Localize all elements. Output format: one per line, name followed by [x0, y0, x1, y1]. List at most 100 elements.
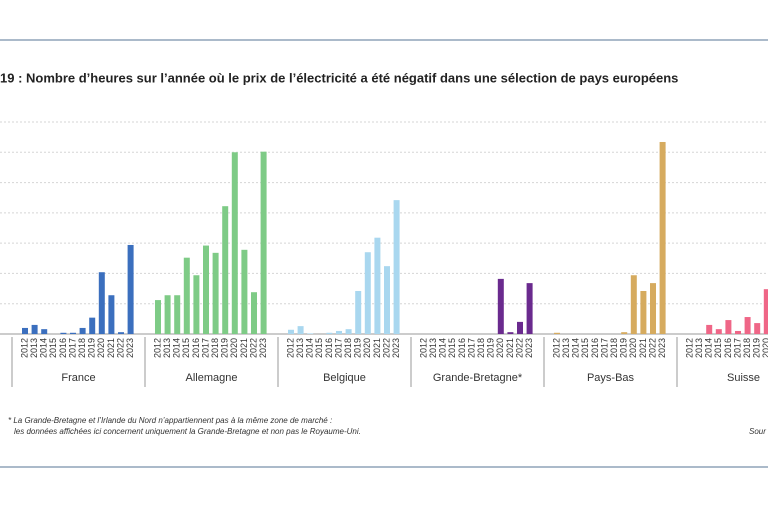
bar [183, 257, 190, 334]
bar [554, 332, 560, 334]
x-tick-label: 2023 [258, 338, 268, 358]
group-label: Allemagne [186, 372, 238, 384]
x-tick-label: 2019 [87, 338, 97, 358]
x-tick-label: 2023 [524, 338, 534, 358]
bar [174, 295, 181, 334]
bar [288, 329, 294, 334]
x-tick-label: 2019 [752, 338, 762, 358]
bar [650, 283, 656, 334]
x-tick-label: 2014 [172, 338, 182, 358]
x-tick-label: 2022 [647, 338, 657, 358]
bar [517, 321, 523, 334]
bar [127, 244, 134, 334]
x-tick-label: 2019 [619, 338, 629, 358]
x-tick-label: 2017 [67, 338, 77, 358]
bar [715, 329, 722, 334]
x-tick-label: 2023 [657, 338, 667, 358]
x-tick-label: 2019 [353, 338, 363, 358]
bar [364, 252, 371, 334]
bar [260, 151, 267, 334]
x-tick-label: 2018 [476, 338, 486, 358]
x-tick-label: 2013 [694, 338, 704, 358]
x-tick-label: 2019 [220, 338, 230, 358]
bar [22, 327, 28, 334]
x-tick-label: 2021 [239, 338, 249, 358]
group-label: France [61, 372, 95, 384]
x-tick-label: 2012 [152, 338, 162, 358]
bar [222, 206, 229, 334]
x-tick-label: 2013 [428, 338, 438, 358]
bar [60, 332, 67, 334]
x-tick-label: 2019 [486, 338, 496, 358]
bar [89, 317, 96, 334]
x-tick-label: 2013 [29, 338, 39, 358]
bar [79, 327, 86, 334]
bar [507, 332, 514, 334]
bar [744, 317, 751, 334]
x-tick-label: 2020 [229, 338, 239, 358]
bar [118, 332, 124, 334]
x-tick-label: 2022 [115, 338, 125, 358]
x-tick-label: 2014 [39, 338, 49, 358]
x-tick-label: 2022 [514, 338, 524, 358]
bar [241, 249, 248, 334]
footnote: les données affichées ici concernent uni… [14, 427, 361, 436]
x-tick-label: 2014 [305, 338, 315, 358]
x-tick-label: 2015 [48, 338, 58, 358]
x-tick-label: 2012 [551, 338, 561, 358]
x-tick-label: 2015 [314, 338, 324, 358]
x-tick-label: 2017 [200, 338, 210, 358]
x-tick-label: 2016 [324, 338, 334, 358]
x-tick-label: 2018 [77, 338, 87, 358]
x-tick-label: 2013 [295, 338, 305, 358]
x-tick-label: 2013 [162, 338, 172, 358]
x-tick-label: 2015 [181, 338, 191, 358]
x-tick-label: 2014 [571, 338, 581, 358]
bar [659, 141, 666, 334]
x-tick-label: 2021 [505, 338, 515, 358]
chart-title: 19 : Nombre d’heures sur l’année où le p… [0, 70, 678, 85]
bar [31, 324, 38, 334]
bar [108, 295, 115, 334]
bar [70, 332, 76, 334]
x-tick-label: 2012 [684, 338, 694, 358]
x-tick-label: 2018 [742, 338, 752, 358]
x-tick-label: 2013 [561, 338, 571, 358]
bar [251, 292, 257, 334]
bar [526, 283, 533, 334]
x-tick-label: 2016 [58, 338, 68, 358]
x-tick-label: 2016 [590, 338, 600, 358]
x-tick-label: 2022 [248, 338, 258, 358]
x-tick-label: 2012 [418, 338, 428, 358]
x-tick-label: 2016 [191, 338, 201, 358]
x-tick-label: 2023 [125, 338, 135, 358]
x-tick-label: 2020 [362, 338, 372, 358]
x-tick-label: 2020 [495, 338, 505, 358]
x-tick-label: 2016 [723, 338, 733, 358]
x-tick-label: 2018 [343, 338, 353, 358]
x-tick-label: 2015 [713, 338, 723, 358]
group-label: Pays-Bas [587, 372, 635, 384]
bar [754, 323, 761, 334]
bar [212, 252, 219, 334]
bar [393, 200, 400, 334]
bar [640, 290, 647, 334]
x-tick-label: 2023 [391, 338, 401, 358]
bar [155, 300, 161, 334]
x-tick-label: 2016 [457, 338, 467, 358]
x-tick-label: 2022 [381, 338, 391, 358]
x-tick-label: 2020 [96, 338, 106, 358]
bar [307, 333, 314, 334]
footnote: * La Grande-Bretagne et l’Irlande du Nor… [8, 416, 332, 425]
bar [763, 289, 768, 334]
bar [374, 237, 381, 334]
x-tick-label: 2021 [638, 338, 648, 358]
group-label: Suisse [727, 372, 760, 384]
bar [345, 329, 352, 334]
bar [621, 332, 628, 334]
x-tick-label: 2015 [447, 338, 457, 358]
bar [336, 330, 342, 334]
bar [297, 326, 304, 334]
